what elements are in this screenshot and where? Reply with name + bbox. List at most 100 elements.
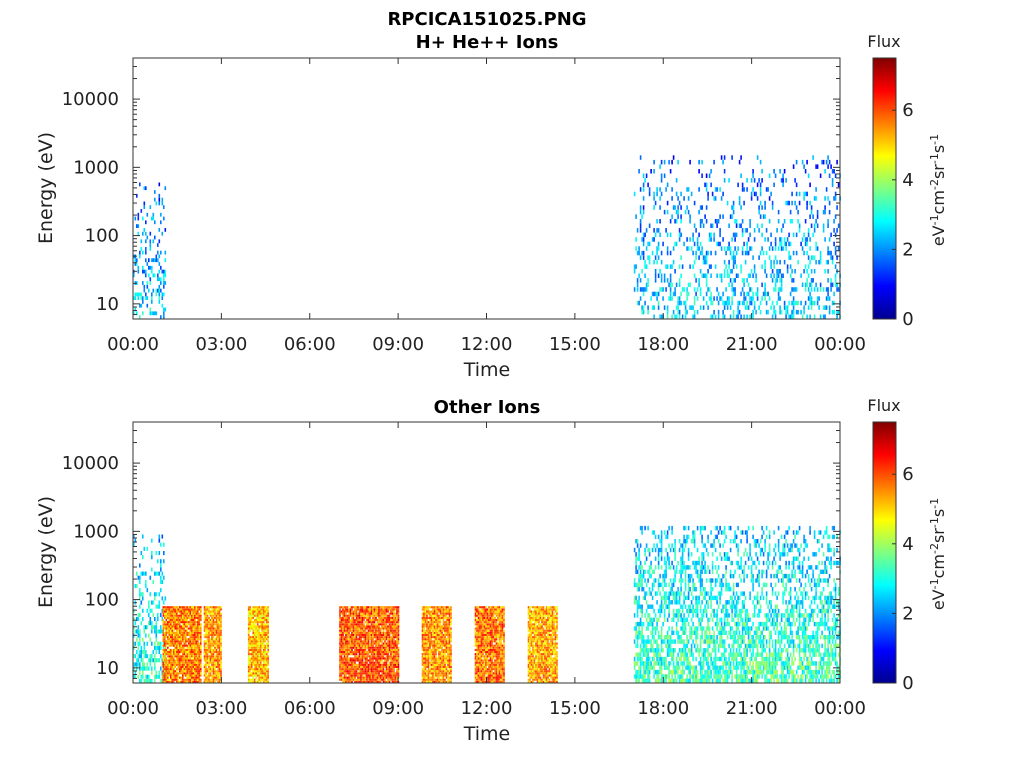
heatmap-cell xyxy=(262,625,265,628)
heatmap-cell xyxy=(189,661,192,664)
heatmap-cell xyxy=(173,651,175,654)
heatmap-cell xyxy=(737,182,739,188)
heatmap-cell xyxy=(381,665,383,668)
heatmap-cell xyxy=(348,640,350,643)
heatmap-cell xyxy=(203,629,206,632)
heatmap-cell xyxy=(355,659,358,662)
heatmap-cell xyxy=(373,614,376,617)
heatmap-cell xyxy=(197,674,199,677)
heatmap-cell xyxy=(642,305,645,310)
heatmap-cell xyxy=(192,680,195,683)
heatmap-cell xyxy=(426,653,428,656)
heatmap-cell xyxy=(423,623,425,626)
heatmap-cell xyxy=(177,672,180,675)
heatmap-cell xyxy=(669,264,672,269)
heatmap-cell xyxy=(180,612,183,615)
heatmap-cell xyxy=(352,676,355,679)
heatmap-cell xyxy=(687,209,690,215)
heatmap-cell xyxy=(354,621,356,624)
heatmap-cell xyxy=(376,608,379,611)
heatmap-cell xyxy=(145,269,147,274)
heatmap-cell xyxy=(719,273,721,278)
heatmap-cell xyxy=(340,661,343,664)
heatmap-cell xyxy=(654,200,657,206)
heatmap-cell xyxy=(765,309,768,315)
heatmap-cell xyxy=(146,262,149,266)
heatmap-cell xyxy=(354,640,356,643)
heatmap-cell xyxy=(363,663,365,666)
heatmap-cell xyxy=(157,250,159,255)
heatmap-cell xyxy=(191,619,193,622)
heatmap-cell xyxy=(197,631,199,634)
heatmap-cell xyxy=(773,273,775,278)
heatmap-cell xyxy=(188,653,190,656)
heatmap-cell xyxy=(220,661,222,664)
heatmap-cell xyxy=(152,650,155,655)
heatmap-cell xyxy=(357,659,359,662)
heatmap-cell xyxy=(259,665,262,668)
heatmap-cell xyxy=(364,676,367,679)
heatmap-cell xyxy=(393,670,395,673)
heatmap-cell xyxy=(259,640,262,643)
heatmap-cell xyxy=(719,296,721,301)
heatmap-cell xyxy=(366,616,368,619)
heatmap-cell xyxy=(133,666,135,671)
heatmap-cell xyxy=(683,196,685,201)
heatmap-cell xyxy=(355,672,358,675)
heatmap-cell xyxy=(771,200,774,206)
heatmap-cell xyxy=(369,657,371,660)
heatmap-cell xyxy=(644,232,646,238)
heatmap-cell xyxy=(256,668,259,671)
heatmap-cell xyxy=(385,619,388,622)
heatmap-cell xyxy=(209,629,212,632)
heatmap-cell xyxy=(211,646,213,649)
heatmap-cell xyxy=(163,641,165,646)
heatmap-cell xyxy=(252,612,254,615)
heatmap-cell xyxy=(205,653,207,656)
heatmap-cell xyxy=(752,291,754,297)
heatmap-cell xyxy=(741,187,744,192)
heatmap-cell xyxy=(249,661,251,664)
heatmap-cell xyxy=(174,661,177,664)
heatmap-cell xyxy=(780,228,783,233)
heatmap-cell xyxy=(267,619,269,622)
heatmap-cell xyxy=(183,631,186,634)
heatmap-cell xyxy=(421,676,424,679)
heatmap-cell xyxy=(158,604,161,609)
heatmap-cell xyxy=(258,642,260,645)
heatmap-cell xyxy=(366,631,368,634)
heatmap-cell xyxy=(429,651,431,654)
heatmap-cell xyxy=(423,625,425,628)
heatmap-cell xyxy=(158,201,161,206)
heatmap-cell xyxy=(264,657,266,660)
heatmap-cell xyxy=(264,614,266,617)
heatmap-cell xyxy=(355,619,358,622)
heatmap-cell xyxy=(430,668,433,671)
heatmap-cell xyxy=(211,633,213,636)
heatmap-cell xyxy=(217,623,219,626)
heatmap-cell xyxy=(731,287,733,292)
heatmap-cell xyxy=(792,314,795,319)
heatmap-cell xyxy=(681,264,684,269)
heatmap-cell xyxy=(708,264,711,269)
heatmap-cell xyxy=(635,264,637,269)
heatmap-cell xyxy=(259,668,262,671)
heatmap-cell xyxy=(167,665,169,668)
heatmap-cell xyxy=(161,662,164,667)
heatmap-cell xyxy=(384,633,386,636)
heatmap-cell xyxy=(641,250,643,256)
heatmap-cell xyxy=(744,250,747,256)
heatmap-cell xyxy=(180,670,183,673)
heatmap-cell xyxy=(192,672,195,675)
heatmap-cell xyxy=(162,653,165,656)
heatmap-cell xyxy=(340,659,343,662)
heatmap-cell xyxy=(370,629,373,632)
heatmap-cell xyxy=(387,670,389,673)
heatmap-cell xyxy=(360,674,362,677)
heatmap-cell xyxy=(370,619,373,622)
heatmap-cell xyxy=(343,614,346,617)
heatmap-cell xyxy=(265,638,268,641)
heatmap-cell xyxy=(827,219,829,224)
heatmap-cell xyxy=(810,282,813,288)
